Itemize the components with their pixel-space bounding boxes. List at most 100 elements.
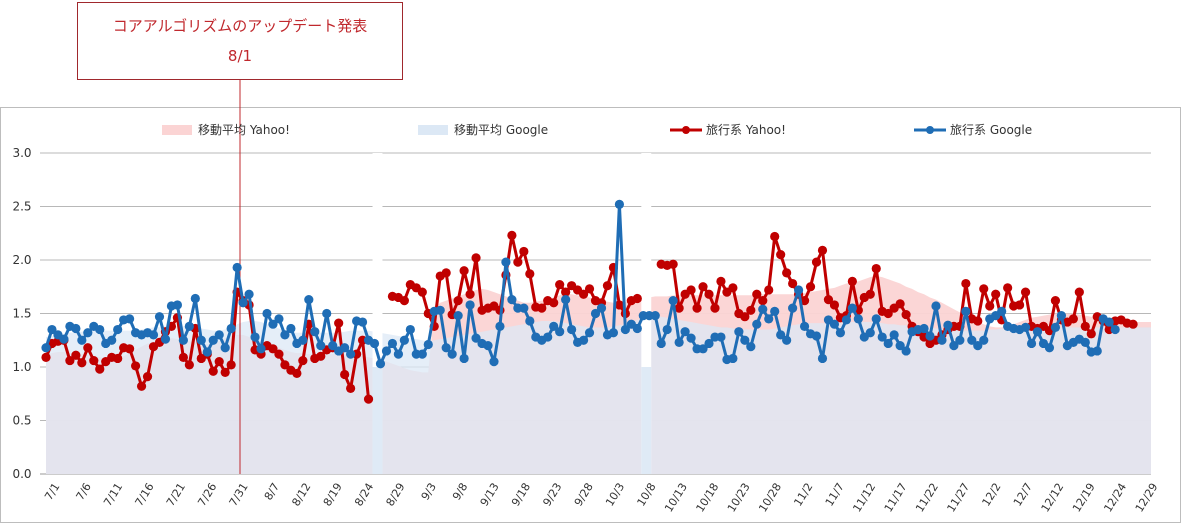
point-google (519, 303, 529, 313)
point-yahoo (113, 353, 123, 364)
point-yahoo (788, 278, 798, 289)
point-google (83, 328, 93, 338)
point-yahoo (1020, 287, 1031, 297)
x-tick-label: 11/22 (913, 481, 941, 515)
point-google (441, 343, 451, 353)
point-google (1020, 322, 1031, 333)
point-yahoo (728, 283, 738, 293)
point-google (955, 335, 965, 345)
point-google (280, 330, 290, 340)
point-yahoo (1003, 283, 1013, 293)
point-google (811, 331, 822, 341)
point-google (1092, 346, 1102, 356)
point-yahoo (698, 282, 708, 292)
point-google (919, 323, 929, 334)
point-google (578, 335, 589, 345)
point-yahoo (471, 253, 481, 263)
point-yahoo (973, 316, 983, 326)
x-tick-label: 11/7 (823, 481, 847, 509)
point-google (274, 314, 284, 324)
point-google (501, 257, 511, 267)
point-yahoo (985, 301, 995, 311)
point-yahoo (513, 257, 523, 267)
point-google (1050, 322, 1061, 333)
point-yahoo (555, 280, 565, 290)
point-yahoo (1014, 300, 1025, 310)
point-google (393, 349, 404, 359)
point-google (435, 305, 445, 315)
point-yahoo (71, 350, 81, 360)
point-google (387, 338, 398, 349)
legend-swatch (162, 125, 192, 135)
point-google (590, 308, 601, 319)
point-google (208, 335, 218, 345)
point-yahoo (441, 268, 451, 278)
point-yahoo (716, 276, 726, 286)
point-google (125, 314, 135, 324)
point-google (841, 315, 851, 325)
point-yahoo (776, 250, 786, 260)
point-yahoo (668, 259, 678, 269)
point-yahoo (178, 352, 188, 362)
point-yahoo (799, 296, 810, 306)
point-google (788, 303, 798, 313)
y-tick-label: 2.0 (12, 253, 31, 267)
point-yahoo (752, 289, 762, 299)
point-yahoo (865, 289, 875, 299)
point-yahoo (346, 383, 356, 393)
point-yahoo (549, 298, 559, 308)
annotation-date: 8/1 (227, 47, 253, 65)
point-google (662, 324, 672, 335)
point-google (549, 321, 559, 331)
x-tick-label: 8/19 (321, 481, 345, 509)
legend-label: 旅行系 Yahoo! (706, 123, 786, 137)
point-google (973, 341, 983, 351)
point-yahoo (220, 367, 230, 377)
point-yahoo (208, 366, 218, 376)
point-yahoo (823, 294, 834, 305)
point-google (997, 306, 1007, 316)
point-yahoo (1086, 329, 1096, 339)
x-tick-label: 7/31 (227, 481, 251, 509)
point-google (758, 304, 768, 314)
point-google (596, 303, 607, 313)
gap-area (641, 367, 652, 474)
x-tick-label: 7/21 (164, 481, 188, 509)
point-google (770, 306, 780, 316)
point-yahoo (578, 289, 589, 299)
point-google (346, 349, 356, 359)
point-google (417, 349, 427, 359)
point-google (238, 298, 248, 308)
point-google (226, 323, 236, 334)
point-yahoo (1074, 287, 1084, 297)
point-google (1110, 324, 1120, 335)
point-yahoo (274, 349, 284, 359)
point-google (746, 342, 756, 352)
point-yahoo (805, 282, 816, 292)
point-yahoo (136, 381, 147, 391)
legend-label: 移動平均 Google (454, 123, 548, 137)
point-yahoo (142, 372, 153, 382)
x-tick-label: 7/11 (101, 481, 125, 509)
point-google (793, 285, 804, 295)
x-tick-label: 9/28 (572, 481, 596, 509)
point-yahoo (686, 285, 696, 295)
point-google (148, 330, 159, 340)
point-google (250, 332, 260, 342)
x-tick-label: 10/8 (634, 481, 658, 509)
point-google (799, 321, 810, 331)
point-google (764, 314, 774, 324)
point-google (316, 341, 326, 351)
x-tick-label: 9/8 (450, 481, 470, 503)
point-google (256, 344, 266, 354)
point-google (835, 328, 846, 338)
legend: 移動平均 Yahoo! 移動平均 Google 旅行系 Yahoo! 旅行系 Goog… (162, 123, 1032, 137)
point-yahoo (602, 281, 613, 291)
x-tick-label: 7/6 (74, 481, 94, 503)
point-yahoo (89, 355, 99, 366)
legend-label: 移動平均 Yahoo! (198, 123, 290, 137)
point-google (584, 328, 595, 338)
x-tick-label: 12/19 (1070, 481, 1098, 515)
point-google (1026, 338, 1037, 349)
point-yahoo (1128, 319, 1138, 329)
